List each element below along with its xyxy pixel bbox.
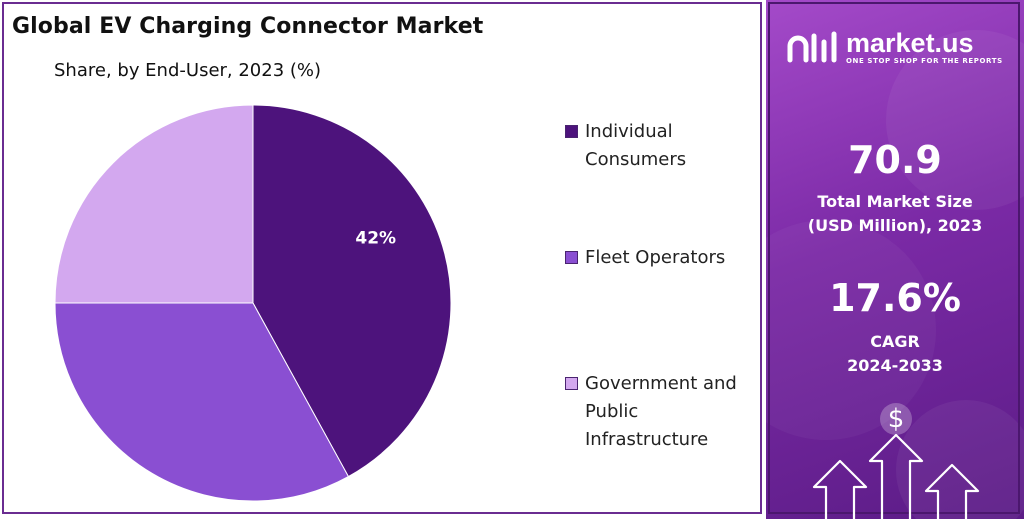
legend-item-individual-consumers: Individual Consumers: [565, 118, 760, 174]
market-size-value: 70.9: [848, 138, 942, 182]
legend-label: Fleet Operators: [585, 244, 760, 272]
legend-line: Individual: [585, 121, 673, 142]
pie-slice-fleet-operators: [54, 302, 350, 502]
market-size-label: Total Market Size: [817, 192, 973, 211]
brand-logo: market.us ONE STOP SHOP FOR THE REPORTS: [786, 28, 1006, 70]
brand-name: market.us: [846, 28, 974, 58]
pie-data-label: 42%: [355, 228, 396, 248]
legend-item-government-public-infrastructure: Government and Public Infrastructure: [565, 370, 760, 454]
stats-panel-border: [768, 2, 1020, 514]
legend-label: Individual Consumers: [585, 118, 760, 174]
chart-subtitle: Share, by End-User, 2023 (%): [54, 60, 322, 81]
pie-chart: 42%: [54, 104, 452, 502]
legend-line: Infrastructure: [585, 429, 709, 450]
cagr-value: 17.6%: [829, 276, 961, 320]
svg-text:$: $: [888, 404, 905, 434]
legend-line: Public: [585, 401, 639, 422]
legend-line: Government and: [585, 373, 737, 394]
legend-swatch: [565, 251, 578, 264]
legend-line: Fleet Operators: [585, 247, 726, 268]
legend-item-fleet-operators: Fleet Operators: [565, 244, 760, 272]
legend-swatch: [565, 377, 578, 390]
market-size-unit: (USD Million), 2023: [807, 216, 983, 235]
cagr-label: CAGR: [870, 332, 920, 351]
chart-title: Global EV Charging Connector Market: [12, 14, 484, 39]
market-us-logo-icon: [787, 31, 837, 63]
brand-tagline: ONE STOP SHOP FOR THE REPORTS: [846, 57, 1003, 65]
legend-swatch: [565, 125, 578, 138]
growth-arrows-dollar-icon: $: [812, 403, 980, 519]
pie-slice-individual-consumers: [252, 104, 452, 478]
legend-label: Government and Public Infrastructure: [585, 370, 760, 454]
pie-slice-government-and-public-infrastructure: [54, 104, 254, 304]
legend-line: Consumers: [585, 149, 687, 170]
cagr-period: 2024-2033: [847, 356, 943, 375]
